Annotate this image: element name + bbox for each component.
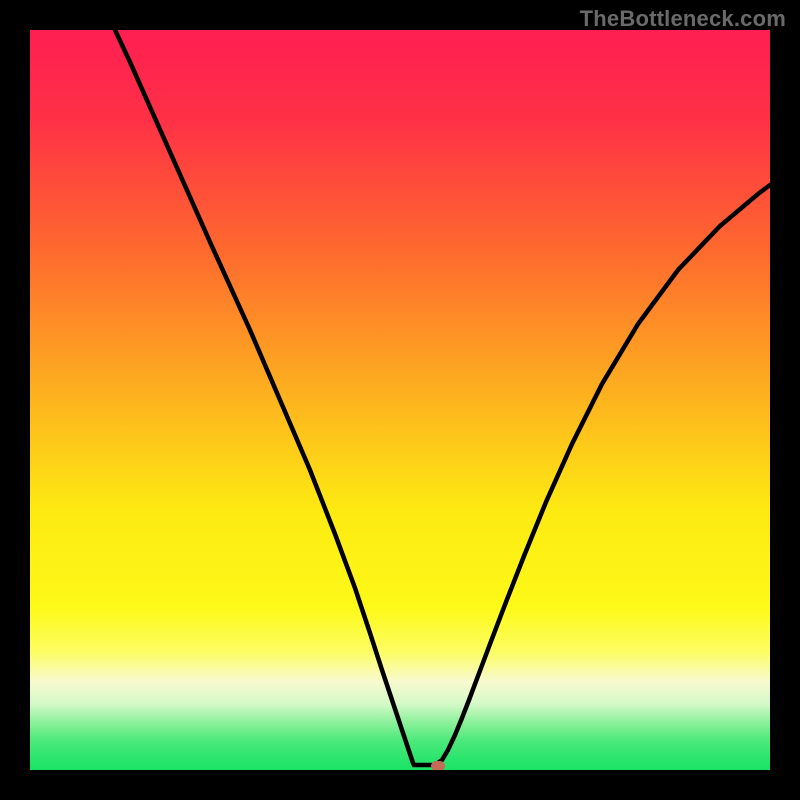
chart-container: TheBottleneck.com — [0, 0, 800, 800]
optimal-marker — [431, 761, 445, 770]
bottleneck-chart — [30, 30, 770, 770]
gradient-background — [30, 30, 770, 770]
watermark-text: TheBottleneck.com — [580, 6, 786, 32]
